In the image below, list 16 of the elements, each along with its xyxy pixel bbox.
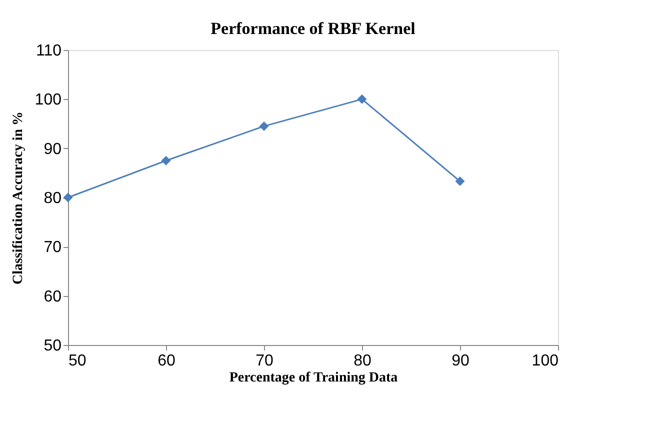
x-tick-label: 70	[256, 352, 274, 370]
x-tick-label: 90	[452, 352, 470, 370]
y-axis-title: Classification Accuracy in %	[10, 111, 26, 285]
y-tick-label: 80	[44, 190, 62, 207]
chart-title: Performance of RBF Kernel	[210, 19, 416, 38]
x-tick-label: 50	[68, 352, 86, 370]
y-tick-label: 50	[44, 338, 62, 354]
x-axis-title: Percentage of Training Data	[229, 370, 398, 386]
x-tick-label: 100	[532, 352, 559, 370]
x-tick-label: 60	[158, 352, 176, 370]
y-tick-label: 100	[34, 92, 62, 109]
y-tick-label: 110	[36, 42, 62, 60]
y-tick-label: 70	[44, 239, 62, 256]
y-tick-label: 60	[44, 288, 62, 306]
x-tick-label: 80	[354, 352, 372, 370]
y-tick-label: 90	[44, 140, 62, 158]
